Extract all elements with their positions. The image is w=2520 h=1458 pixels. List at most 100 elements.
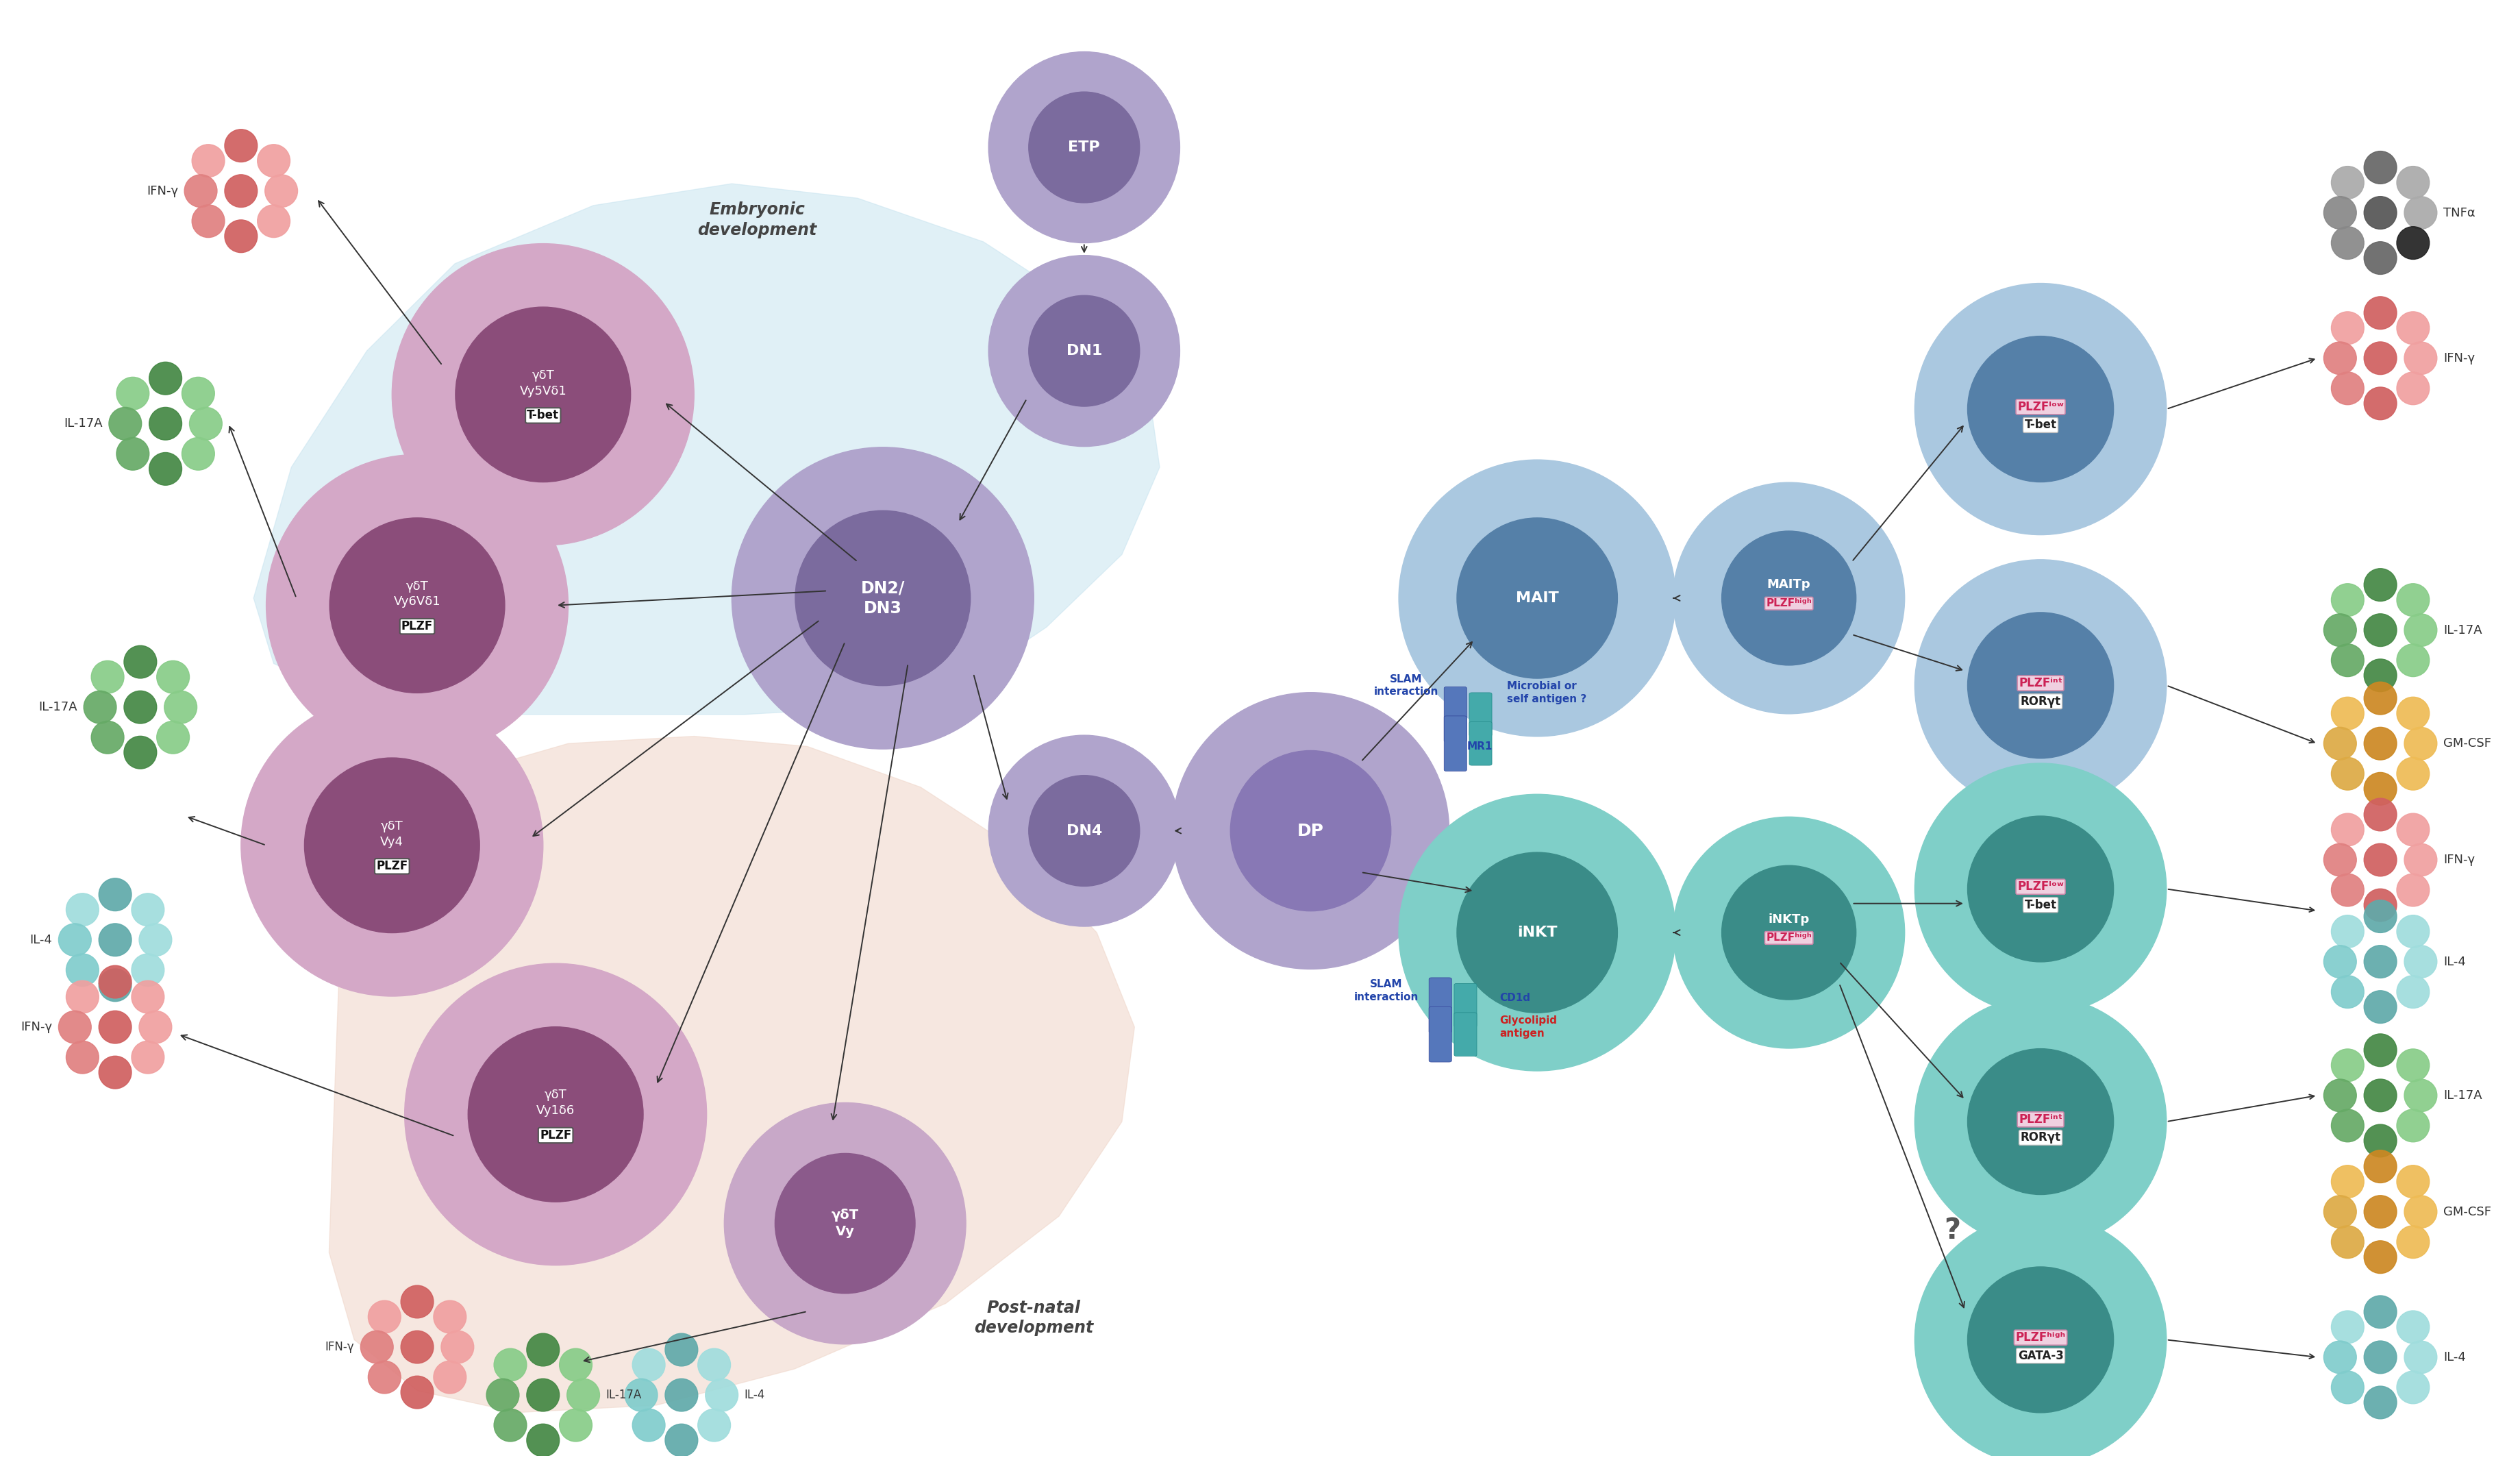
FancyBboxPatch shape: [1429, 978, 1452, 1032]
Ellipse shape: [527, 1424, 559, 1457]
Ellipse shape: [494, 1349, 527, 1381]
Text: Microbial or
self antigen ?: Microbial or self antigen ?: [1507, 681, 1585, 704]
Ellipse shape: [2404, 1196, 2437, 1228]
Ellipse shape: [988, 735, 1179, 926]
Ellipse shape: [456, 308, 630, 483]
Ellipse shape: [774, 1153, 915, 1293]
Text: NKT17: NKT17: [2019, 1101, 2061, 1114]
Ellipse shape: [123, 646, 156, 678]
Ellipse shape: [330, 518, 504, 693]
Ellipse shape: [731, 448, 1033, 749]
FancyBboxPatch shape: [1454, 984, 1477, 1026]
Ellipse shape: [567, 1379, 600, 1411]
Text: MAIT: MAIT: [1515, 592, 1557, 605]
Text: Vy6Vδ1: Vy6Vδ1: [393, 596, 441, 608]
Ellipse shape: [2323, 614, 2356, 646]
Ellipse shape: [1721, 531, 1855, 665]
FancyBboxPatch shape: [1454, 1012, 1477, 1056]
Text: γδT: γδT: [406, 580, 428, 592]
Text: PLZF: PLZF: [539, 1128, 572, 1142]
Ellipse shape: [469, 1026, 643, 1201]
Ellipse shape: [433, 1360, 466, 1394]
Ellipse shape: [2364, 569, 2397, 601]
Ellipse shape: [527, 1379, 559, 1411]
Ellipse shape: [1968, 337, 2112, 483]
Ellipse shape: [360, 1331, 393, 1363]
Ellipse shape: [559, 1408, 592, 1442]
Text: NKT2: NKT2: [2024, 1319, 2056, 1333]
Ellipse shape: [1399, 459, 1676, 736]
Ellipse shape: [2397, 166, 2429, 198]
Text: Embryonic
development: Embryonic development: [698, 201, 816, 239]
Text: IL-17A: IL-17A: [38, 701, 78, 713]
Ellipse shape: [2364, 945, 2397, 978]
Ellipse shape: [58, 923, 91, 956]
Text: IFN-γ: IFN-γ: [146, 185, 179, 197]
Ellipse shape: [2364, 889, 2397, 921]
Ellipse shape: [1028, 296, 1139, 407]
Text: ?: ?: [1943, 1216, 1961, 1245]
Text: PLZFʰⁱᵍʰ: PLZFʰⁱᵍʰ: [1767, 598, 1812, 608]
Ellipse shape: [2397, 312, 2429, 344]
Ellipse shape: [2364, 614, 2397, 646]
Ellipse shape: [2323, 1341, 2356, 1373]
Ellipse shape: [139, 923, 171, 956]
Ellipse shape: [131, 1041, 164, 1073]
Ellipse shape: [2364, 1241, 2397, 1273]
Ellipse shape: [665, 1334, 698, 1366]
Ellipse shape: [98, 923, 131, 956]
FancyBboxPatch shape: [1444, 687, 1467, 742]
Ellipse shape: [2331, 1165, 2364, 1198]
Ellipse shape: [2404, 614, 2437, 646]
Ellipse shape: [192, 204, 224, 238]
Text: T-bet: T-bet: [2024, 898, 2056, 911]
Ellipse shape: [267, 455, 567, 757]
Ellipse shape: [192, 144, 224, 176]
Text: GM-CSF: GM-CSF: [2442, 738, 2490, 749]
Ellipse shape: [1399, 795, 1676, 1070]
Ellipse shape: [1915, 763, 2165, 1015]
Ellipse shape: [2404, 341, 2437, 375]
FancyBboxPatch shape: [1444, 716, 1467, 771]
Ellipse shape: [988, 52, 1179, 243]
Ellipse shape: [58, 1010, 91, 1044]
Ellipse shape: [2397, 226, 2429, 260]
Ellipse shape: [305, 758, 479, 933]
Ellipse shape: [2397, 1226, 2429, 1258]
Ellipse shape: [2331, 1110, 2364, 1142]
Ellipse shape: [164, 691, 197, 723]
Text: IL-4: IL-4: [2442, 955, 2465, 968]
Ellipse shape: [665, 1424, 698, 1457]
Ellipse shape: [2331, 697, 2364, 729]
Ellipse shape: [1968, 1048, 2112, 1194]
Text: T-bet: T-bet: [527, 410, 559, 421]
Ellipse shape: [2331, 1311, 2364, 1343]
Text: iNKT: iNKT: [1517, 926, 1557, 939]
Ellipse shape: [108, 407, 141, 440]
Ellipse shape: [98, 965, 131, 999]
Ellipse shape: [116, 378, 149, 410]
Text: IL-17A: IL-17A: [605, 1389, 643, 1401]
Ellipse shape: [123, 691, 156, 723]
Ellipse shape: [116, 437, 149, 469]
Text: γδT: γδT: [532, 369, 554, 382]
Ellipse shape: [2404, 945, 2437, 978]
Ellipse shape: [723, 1102, 965, 1344]
Ellipse shape: [665, 1379, 698, 1411]
Ellipse shape: [66, 981, 98, 1013]
Ellipse shape: [66, 894, 98, 926]
Ellipse shape: [486, 1379, 519, 1411]
Ellipse shape: [2364, 1079, 2397, 1112]
Text: RORγt: RORγt: [2019, 1131, 2061, 1143]
Ellipse shape: [139, 1010, 171, 1044]
Ellipse shape: [401, 1286, 433, 1318]
Ellipse shape: [633, 1349, 665, 1381]
Ellipse shape: [83, 691, 116, 723]
Ellipse shape: [2397, 583, 2429, 617]
Ellipse shape: [527, 1334, 559, 1366]
Ellipse shape: [91, 660, 123, 694]
Text: SLAM
interaction: SLAM interaction: [1373, 674, 1439, 697]
Ellipse shape: [433, 1301, 466, 1333]
Ellipse shape: [393, 243, 693, 545]
Text: IFN-γ: IFN-γ: [20, 1021, 53, 1034]
